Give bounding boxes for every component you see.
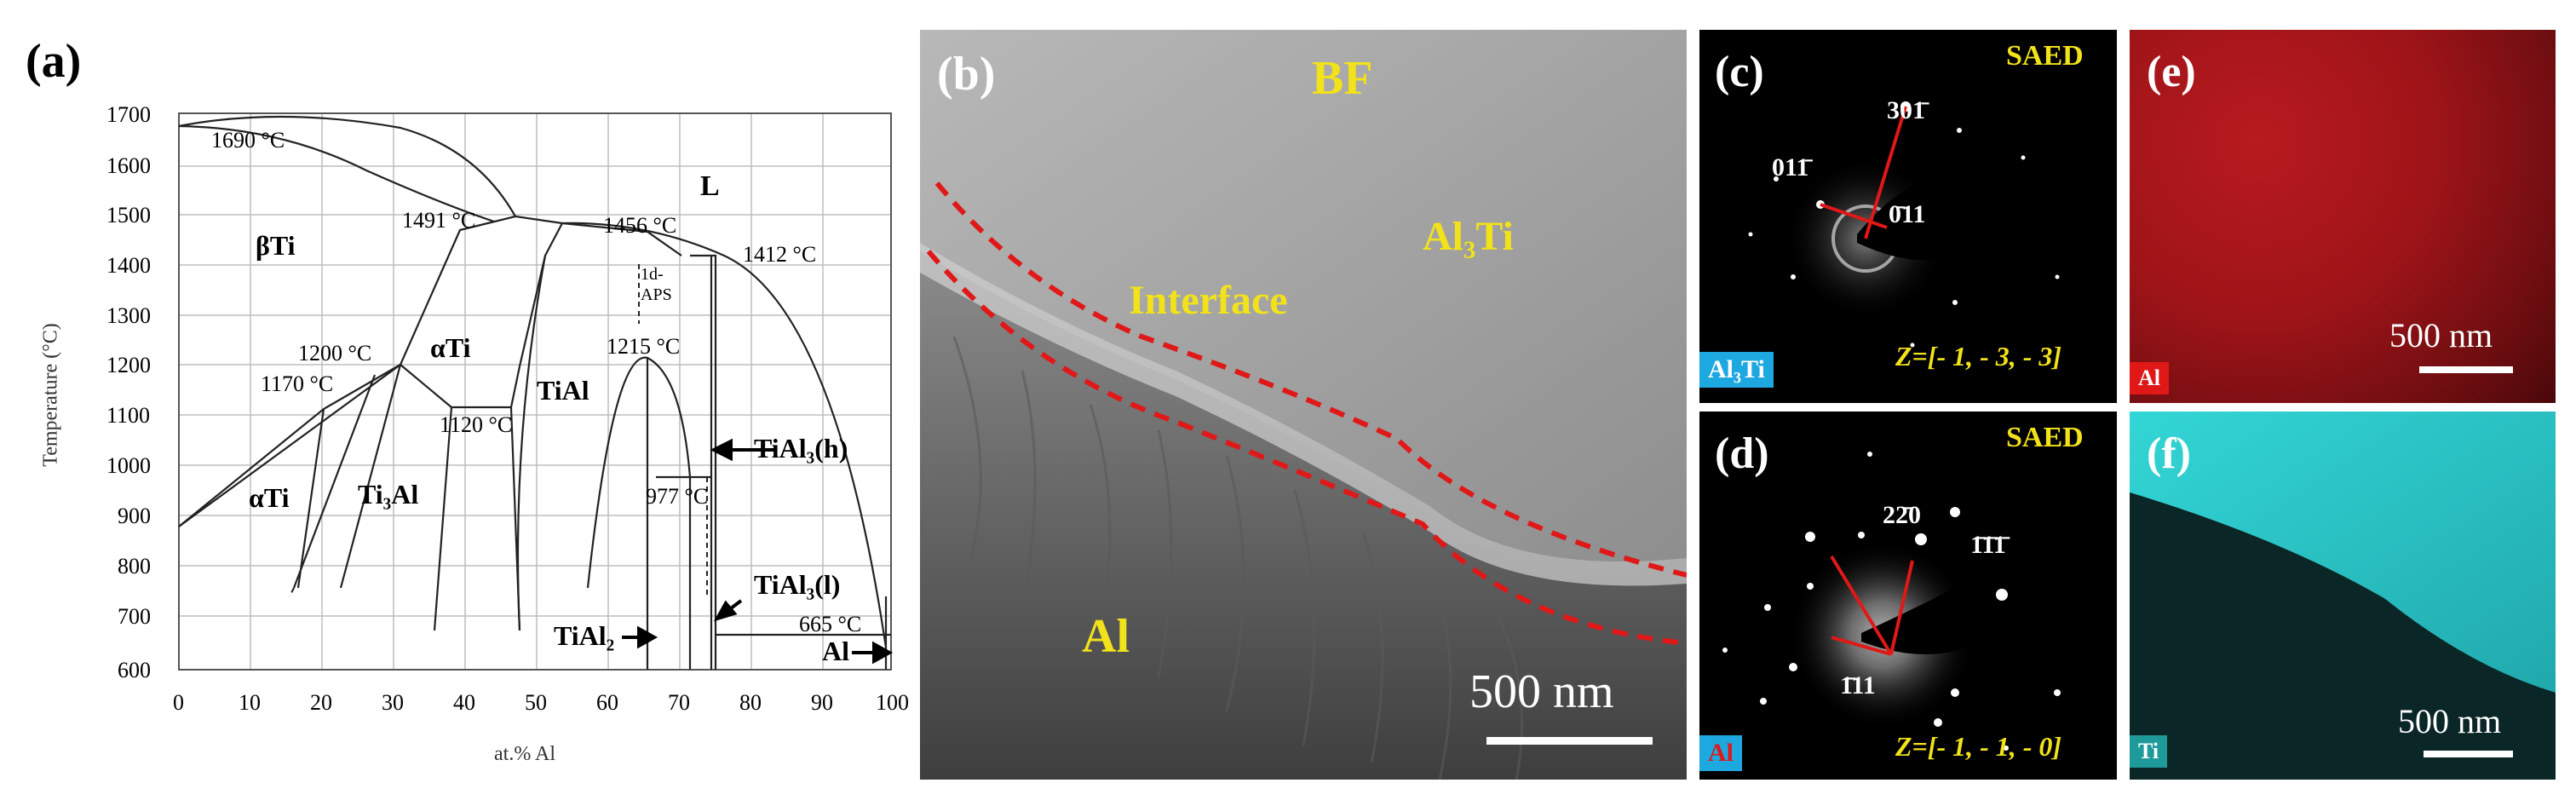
panel-e: (e) 500 nm Al	[2130, 30, 2556, 403]
annot-1215: 1215 °C	[607, 334, 681, 359]
panel-b-label: (b)	[937, 48, 996, 101]
annot-1491: 1491 °C	[402, 208, 476, 233]
element-tag-al: Al	[2130, 362, 2169, 394]
phase-tag-c: Al₃Ti	[1699, 352, 1774, 388]
x-tick: 100	[876, 690, 909, 715]
x-tick: 80	[739, 690, 762, 715]
spot-c-3: 0̄11	[1889, 200, 1926, 228]
grid-lines	[179, 112, 891, 670]
spot-d-2: 1̄1̄1̄	[1970, 531, 2006, 559]
annot-tial2: TiAl₂	[554, 620, 615, 651]
x-axis-label: at.% Al	[494, 743, 555, 765]
bf-micrograph	[920, 30, 1687, 780]
scale-bar-e	[2419, 366, 2513, 373]
scale-bar-text-f: 500 nm	[2398, 702, 2502, 740]
annot-1120: 1120 °C	[440, 412, 513, 437]
y-axis-label: Temperature (°C)	[39, 323, 62, 467]
saed-c-indexing	[1820, 106, 1907, 239]
y-tick: 800	[118, 554, 151, 579]
y-tick: 1300	[106, 303, 151, 328]
dashed-boundaries	[289, 264, 708, 597]
x-tick: 0	[173, 690, 184, 715]
panel-c-label: (c)	[1715, 48, 1764, 96]
zone-axis-d: Z=[- 1, - 1, - 0]	[1895, 731, 2062, 762]
annot-1456: 1456 °C	[603, 213, 677, 238]
annot-977: 977 °C	[646, 484, 709, 509]
saed-label-c: SAED	[2006, 40, 2084, 72]
phase-tag-d: Al	[1699, 735, 1742, 771]
panel-c: (c) SAED 301̄ 011̄ 0̄11 Z=[- 1, - 3, - 3…	[1699, 30, 2117, 403]
scale-bar	[1486, 737, 1653, 745]
x-tick: 90	[811, 690, 833, 715]
annot-al: Al	[822, 636, 849, 666]
panel-d: (d) SAED 22̄0 1̄1̄1̄ 1̄11 Z=[- 1, - 1, -…	[1699, 412, 2117, 780]
spot-d-1: 22̄0	[1883, 501, 1921, 529]
element-tag-ti: Ti	[2130, 735, 2168, 768]
annot-1200: 1200 °C	[298, 341, 372, 366]
x-tick: 40	[453, 690, 475, 715]
y-tick: 700	[118, 604, 151, 629]
phase-boundaries	[178, 115, 891, 670]
x-tick: 50	[525, 690, 547, 715]
annot-L: L	[700, 170, 720, 202]
y-tick: 1700	[106, 102, 151, 127]
y-tick: 1600	[106, 153, 151, 178]
arrows	[622, 438, 894, 665]
x-tick: 60	[596, 690, 618, 715]
y-tick: 1200	[106, 353, 151, 377]
annot-1170: 1170 °C	[261, 371, 334, 396]
scale-bar-text: 500 nm	[1469, 665, 1614, 718]
panel-d-label: (d)	[1715, 429, 1769, 478]
spot-c-2: 011̄	[1772, 153, 1809, 181]
panel-f-label: (f)	[2147, 429, 2191, 478]
y-tick: 1400	[106, 253, 151, 278]
panel-b: (b) BF Al₃Ti Interface Al 500 nm	[920, 30, 1687, 780]
saed-label-d: SAED	[2006, 422, 2084, 453]
x-tick: 10	[239, 690, 261, 715]
spot-c-1: 301̄	[1887, 96, 1925, 124]
annot-ti3al: Ti₃Al	[358, 479, 419, 510]
annot-tial3-h: TiAl₃(h)	[754, 433, 848, 463]
panel-e-label: (e)	[2147, 48, 2196, 96]
eds-ti-map	[2130, 412, 2556, 780]
annot-1690: 1690 °C	[211, 128, 285, 153]
saed-d-indexing	[1830, 555, 1914, 656]
x-tick: 70	[668, 690, 690, 715]
x-tick: 30	[382, 690, 404, 715]
annot-beta-ti: βTi	[256, 230, 296, 261]
plot-frame	[178, 112, 892, 671]
y-tick: 600	[118, 658, 151, 682]
annot-aps: 1d-APS	[641, 265, 672, 304]
y-tick: 1000	[106, 453, 151, 478]
interface-label: Interface	[1129, 278, 1288, 323]
panel-a-label: (a)	[26, 35, 82, 88]
spot-d-3: 1̄11	[1840, 671, 1876, 699]
annot-tial: TiAl	[537, 375, 589, 406]
scale-bar-f	[2424, 751, 2513, 757]
saed-pattern-c	[1748, 101, 2060, 348]
y-tick: 1100	[106, 403, 151, 428]
annot-tial3-l: TiAl₃(l)	[754, 569, 841, 600]
interface-boundaries	[926, 181, 1687, 646]
scale-bar-text-e: 500 nm	[2389, 316, 2493, 354]
bf-label: BF	[1312, 52, 1373, 105]
saed-pattern-d	[1722, 452, 2075, 751]
annot-alpha-ti-1: αTi	[430, 332, 471, 363]
annot-1412: 1412 °C	[743, 242, 817, 267]
panel-f: (f) 500 nm Ti	[2130, 412, 2556, 780]
y-tick: 1500	[106, 203, 151, 227]
phase-al3ti-label: Al₃Ti	[1423, 214, 1514, 259]
x-tick: 20	[310, 690, 332, 715]
phase-al-label: Al	[1082, 610, 1130, 663]
y-tick: 900	[118, 504, 151, 528]
annot-665: 665 °C	[799, 612, 862, 636]
annot-alpha-ti-2: αTi	[249, 482, 290, 513]
zone-axis-c: Z=[- 1, - 3, - 3]	[1895, 341, 2062, 371]
